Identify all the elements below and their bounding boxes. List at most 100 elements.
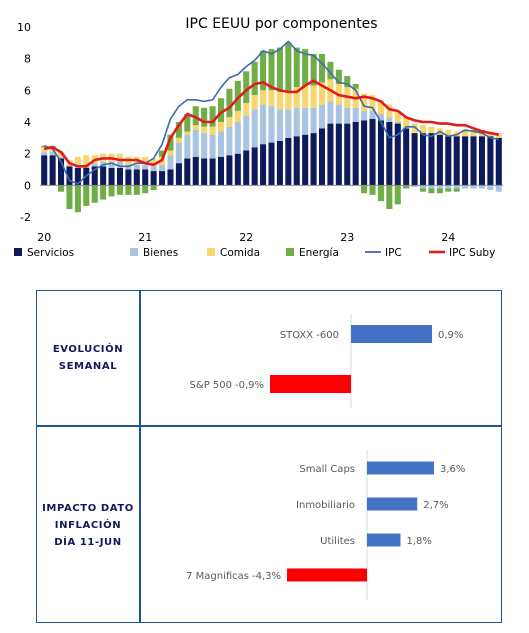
bar-segment [302, 107, 309, 135]
bar-segment [478, 185, 485, 189]
legend-label: Servicios [27, 247, 74, 259]
bar-segment [445, 188, 452, 192]
bar-segment [209, 158, 216, 186]
bar-segment [91, 166, 98, 186]
bar-segment [159, 164, 166, 172]
y-tick-label: 6 [24, 84, 31, 97]
bar-segment [184, 158, 191, 186]
bar-segment [268, 90, 275, 107]
bar-segment [167, 155, 174, 170]
bar-segment [445, 185, 452, 189]
bar-segment [234, 110, 241, 122]
bar-segment [276, 91, 283, 110]
bar-segment [394, 122, 401, 124]
bar-segment [209, 126, 216, 135]
y-tick-label: 10 [17, 21, 31, 34]
bar-segment [108, 167, 115, 186]
bar-segment [217, 122, 225, 132]
bar-segment [41, 152, 48, 156]
bar-segment [175, 122, 182, 138]
bar-segment [243, 150, 250, 186]
bar [367, 497, 418, 511]
bar-segment [302, 49, 309, 86]
bar-segment [100, 161, 107, 167]
bar-segment [361, 110, 368, 121]
bar-segment [285, 109, 292, 138]
bar-segment [403, 117, 410, 129]
bar-segment [310, 53, 317, 86]
inflation-impact-chart: Small Caps 3,6% Inmobiliario 2,7% Utilites 1,… [186, 450, 465, 600]
bar-segment [234, 122, 241, 154]
x-tick-label: 24 [441, 231, 455, 244]
bar-segment [344, 76, 351, 88]
bar-segment [175, 142, 182, 164]
bar-segment [369, 185, 376, 195]
legend-swatch [286, 248, 294, 256]
bar-segment [453, 185, 460, 189]
bar-segment [386, 122, 393, 186]
bar-segment [470, 136, 477, 186]
bar-segment [318, 104, 326, 129]
bar-segment [403, 185, 410, 189]
bar-segment [394, 110, 401, 122]
bar-segment [436, 134, 443, 186]
bar-segment [133, 169, 140, 186]
bar-segment [184, 114, 191, 132]
series-line [43, 40, 499, 185]
bar-segment [167, 134, 174, 151]
bar-segment [192, 125, 199, 130]
bar-segment [268, 106, 275, 143]
bar-segment [285, 137, 292, 186]
bar-segment [361, 93, 368, 111]
bar-segment [234, 80, 241, 111]
bar-segment [100, 185, 107, 200]
category-label: Small Caps [299, 464, 355, 475]
bar-segment [445, 129, 452, 137]
bar-segment [487, 185, 494, 191]
bar-segment [285, 90, 292, 110]
bar-segment [150, 185, 157, 191]
bar-segment [251, 109, 258, 148]
bar-segment [226, 126, 233, 156]
category-label: S&P 500 [190, 380, 232, 391]
bar [367, 533, 401, 547]
bar-segment [260, 90, 267, 105]
bar-segment [436, 185, 443, 189]
bar-segment [411, 123, 418, 134]
bar-segment [335, 104, 342, 124]
bar-segment [175, 163, 182, 186]
bar-segment [352, 122, 359, 186]
bar-segment [386, 185, 393, 210]
bar-segment [293, 136, 300, 186]
bar-segment [133, 164, 140, 170]
bar-segment [192, 106, 199, 126]
bar-segment [293, 87, 300, 108]
bar-segment [192, 129, 199, 157]
bar-segment [243, 115, 250, 151]
bar-segment [495, 133, 502, 138]
bar-segment [394, 123, 401, 186]
bar [270, 375, 351, 393]
bar-segment [159, 150, 166, 157]
legend-label: Bienes [143, 247, 178, 259]
bar-segment [159, 171, 166, 186]
bar-segment [377, 114, 384, 121]
bar-segment [58, 152, 65, 157]
bar-segment [201, 133, 208, 159]
bar-segment [377, 99, 384, 115]
y-tick-label: 8 [24, 53, 31, 66]
bar-segment [344, 107, 351, 124]
data-label: -0,9% [235, 380, 264, 391]
data-label: 2,7% [423, 500, 448, 511]
bar-segment [377, 120, 384, 186]
bar [367, 461, 434, 475]
bar-segment [411, 185, 418, 187]
bar-segment [495, 185, 502, 192]
bar-segment [302, 134, 309, 186]
legend-swatch [130, 248, 138, 256]
bar-segment [369, 95, 376, 111]
bar-segment [49, 152, 56, 156]
bar-segment [116, 153, 124, 162]
panel-divider-vertical [139, 291, 141, 622]
x-tick-label: 22 [239, 231, 253, 244]
